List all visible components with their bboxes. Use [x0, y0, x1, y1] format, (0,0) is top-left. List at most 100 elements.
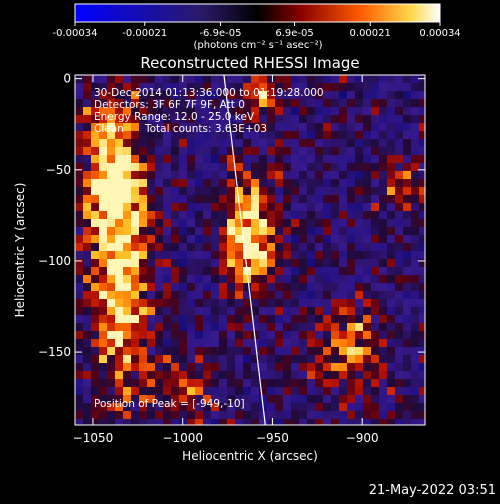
heatmap-cell: [395, 395, 403, 403]
heatmap-cell: [203, 395, 211, 403]
heatmap-cell: [379, 339, 387, 347]
heatmap-cell: [131, 131, 139, 139]
heatmap-cell: [219, 115, 227, 123]
heatmap-cell: [291, 155, 299, 163]
heatmap-cell: [203, 411, 211, 419]
heatmap-cell: [163, 371, 171, 379]
heatmap-cell: [187, 195, 195, 203]
heatmap-cell: [179, 259, 187, 267]
heatmap-cell: [267, 363, 275, 371]
heatmap-cell: [419, 83, 425, 91]
heatmap-cell: [363, 347, 371, 355]
heatmap-cell: [219, 331, 227, 339]
heatmap-cell: [259, 91, 267, 99]
heatmap-cell: [299, 211, 307, 219]
heatmap-cell: [219, 203, 227, 211]
heatmap-cell: [203, 203, 211, 211]
heatmap-cell: [163, 171, 171, 179]
heatmap-cell: [371, 291, 379, 299]
heatmap-cell: [403, 379, 411, 387]
heatmap-cell: [307, 123, 315, 131]
heatmap-cell: [163, 283, 171, 291]
heatmap-cell: [411, 115, 419, 123]
heatmap-cell: [187, 363, 195, 371]
heatmap-cell: [203, 275, 211, 283]
heatmap-cell: [259, 171, 267, 179]
colorbar-ticks: -0.00034 -0.00021 -6.9e-05 6.9e-05 0.00021 0.…: [53, 22, 461, 39]
heatmap-cell: [91, 187, 99, 195]
heatmap-cell: [91, 411, 99, 419]
heatmap-cell: [371, 107, 379, 115]
heatmap-cell: [115, 195, 123, 203]
heatmap-cell: [171, 179, 179, 187]
heatmap-cell: [387, 251, 395, 259]
heatmap-cell: [387, 339, 395, 347]
heatmap-cell: [211, 267, 219, 275]
colorbar-tick-label: 0.00034: [419, 28, 460, 39]
heatmap-cell: [147, 379, 155, 387]
heatmap-cell: [243, 139, 251, 147]
heatmap-cell: [403, 187, 411, 195]
heatmap-cell: [355, 355, 363, 363]
heatmap-cell: [251, 251, 259, 259]
heatmap-cell: [331, 395, 339, 403]
heatmap-cell: [163, 147, 171, 155]
heatmap-cell: [147, 339, 155, 347]
heatmap-cell: [307, 171, 315, 179]
heatmap-cell: [315, 267, 323, 275]
heatmap-cell: [187, 107, 195, 115]
heatmap-cell: [315, 259, 323, 267]
heatmap-cell: [275, 131, 283, 139]
heatmap-cell: [115, 99, 123, 107]
heatmap-cell: [355, 243, 363, 251]
heatmap-cell: [363, 387, 371, 395]
heatmap-cell: [219, 123, 227, 131]
heatmap-cell: [75, 219, 83, 227]
heatmap-cell: [243, 195, 251, 203]
heatmap-cell: [307, 347, 315, 355]
heatmap-cell: [299, 363, 307, 371]
heatmap-cell: [331, 403, 339, 411]
heatmap-cell: [115, 419, 123, 425]
heatmap-cell: [107, 147, 115, 155]
heatmap-cell: [347, 347, 355, 355]
heatmap-cell: [99, 203, 107, 211]
heatmap-cell: [107, 395, 115, 403]
heatmap-cell: [323, 267, 331, 275]
heatmap-cell: [283, 235, 291, 243]
heatmap-cell: [299, 147, 307, 155]
heatmap-cell: [275, 411, 283, 419]
heatmap-cell: [403, 387, 411, 395]
heatmap-cell: [363, 187, 371, 195]
heatmap-cell: [291, 163, 299, 171]
heatmap-cell: [403, 139, 411, 147]
heatmap-cell: [91, 243, 99, 251]
heatmap-cell: [203, 387, 211, 395]
y-tick-label: −100: [38, 254, 71, 268]
heatmap-cell: [75, 227, 83, 235]
heatmap-cell: [331, 187, 339, 195]
heatmap-cell: [307, 179, 315, 187]
heatmap-cell: [107, 371, 115, 379]
heatmap-cell: [83, 99, 91, 107]
heatmap-cell: [155, 147, 163, 155]
heatmap-cell: [99, 219, 107, 227]
heatmap-cell: [115, 291, 123, 299]
heatmap-cell: [347, 299, 355, 307]
heatmap-cell: [91, 83, 99, 91]
heatmap-cell: [347, 131, 355, 139]
heatmap-cell: [171, 163, 179, 171]
heatmap-cell: [307, 203, 315, 211]
heatmap-cell: [139, 187, 147, 195]
heatmap-cell: [283, 219, 291, 227]
heatmap-cell: [155, 187, 163, 195]
heatmap-cell: [347, 147, 355, 155]
heatmap-cell: [115, 379, 123, 387]
heatmap-cell: [355, 371, 363, 379]
heatmap-cell: [219, 171, 227, 179]
heatmap-cell: [355, 75, 363, 83]
heatmap-cell: [123, 379, 131, 387]
heatmap-cell: [131, 219, 139, 227]
heatmap-cell: [235, 251, 243, 259]
heatmap-cell: [275, 139, 283, 147]
